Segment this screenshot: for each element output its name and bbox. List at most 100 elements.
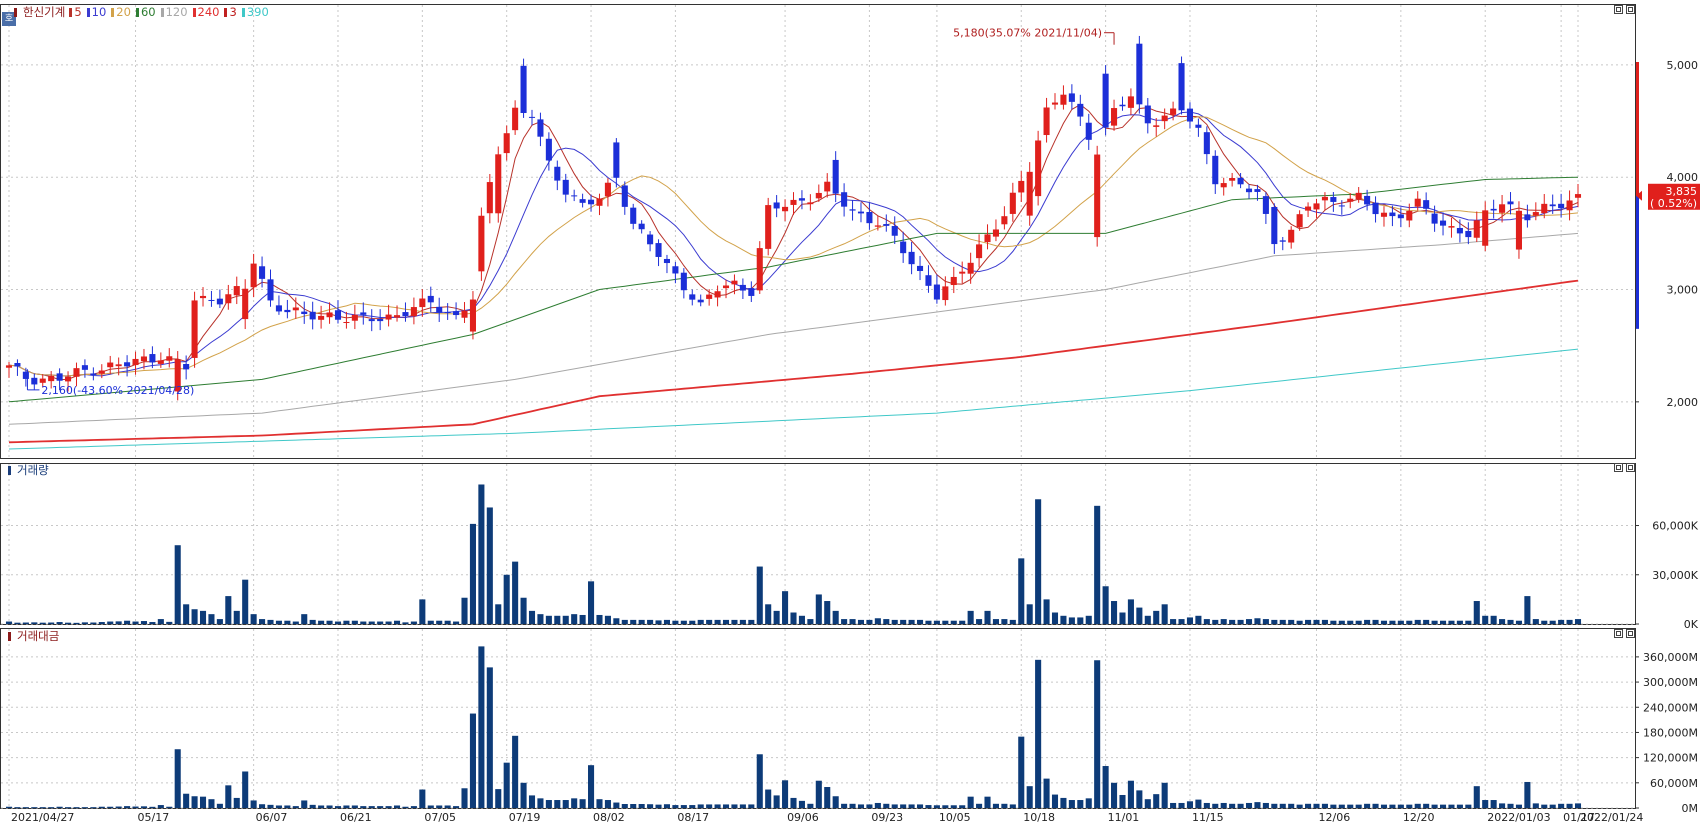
- volume-bar: [191, 609, 198, 624]
- amount-bar: [697, 804, 704, 808]
- x-tick-label: 12/20: [1403, 811, 1435, 824]
- ma-legend-label: 390: [246, 5, 269, 19]
- amount-bar: [1541, 804, 1548, 808]
- amount-bar: [528, 795, 536, 808]
- volume-bar: [933, 620, 940, 624]
- volume-panel-close-button[interactable]: [1626, 463, 1635, 472]
- amount-bar: [1515, 804, 1522, 808]
- amount-panel-maximize-button[interactable]: [1614, 629, 1623, 638]
- candle-body: [427, 295, 434, 303]
- candle-body: [1541, 203, 1548, 214]
- candle-body: [697, 299, 704, 303]
- candle-body: [579, 199, 586, 203]
- price-panel-close-button[interactable]: [1626, 5, 1635, 14]
- candle-body: [73, 368, 80, 377]
- candle-body: [1355, 192, 1362, 200]
- candle-body: [1448, 226, 1455, 228]
- candle-body: [588, 199, 595, 205]
- candle-body: [613, 142, 620, 178]
- amount-bar: [520, 782, 527, 808]
- ma-legend-item: 5: [69, 5, 82, 19]
- candle-body: [706, 294, 713, 299]
- candle-body: [334, 310, 342, 320]
- volume-bar: [469, 523, 476, 624]
- candle-body: [132, 358, 139, 366]
- price-panel-maximize-button[interactable]: [1614, 5, 1623, 14]
- amount-bar: [334, 806, 342, 808]
- volume-bar: [1245, 619, 1253, 624]
- candle-body: [140, 356, 148, 362]
- amount-bar: [647, 804, 654, 808]
- ma-legend-swatch: [135, 7, 139, 17]
- volume-bar: [1170, 619, 1177, 624]
- volume-y-tick-label: 0K: [1684, 618, 1699, 631]
- chart-mode-tag[interactable]: 호: [2, 12, 16, 26]
- candle-body: [410, 307, 417, 317]
- candle-body: [1431, 213, 1438, 224]
- amount-bar: [1524, 781, 1531, 808]
- candle-body: [1524, 214, 1531, 221]
- candle-body: [874, 225, 881, 227]
- candle-body: [39, 378, 46, 383]
- volume-bar: [343, 620, 350, 624]
- candle-body: [1271, 206, 1278, 245]
- amount-panel-close-button[interactable]: [1626, 629, 1635, 638]
- volume-bar: [739, 619, 746, 624]
- amount-bar: [512, 735, 519, 808]
- candle-body: [1499, 204, 1506, 213]
- amount-bar: [1549, 804, 1556, 808]
- x-tick-label: 10/05: [939, 811, 971, 824]
- volume-panel-maximize-button[interactable]: [1614, 463, 1623, 472]
- amount-bar: [1051, 794, 1059, 808]
- candle-body: [807, 202, 814, 205]
- amount-bar: [1026, 786, 1033, 808]
- amount-bar: [225, 785, 232, 808]
- amount-bar: [1094, 660, 1101, 808]
- candle-body: [672, 266, 679, 274]
- candle-body: [866, 211, 873, 224]
- volume-bar: [520, 597, 527, 624]
- current-price-label: 3,835: [1666, 185, 1698, 198]
- candle-body: [1389, 212, 1396, 217]
- candle-body: [157, 360, 164, 364]
- volume-bar: [318, 620, 325, 624]
- volume-bar: [115, 621, 122, 624]
- amount-bar: [1330, 804, 1337, 808]
- amount-bar: [1532, 803, 1539, 808]
- candle-body: [1574, 194, 1582, 198]
- amount-y-tick-label: 0M: [1682, 802, 1699, 815]
- candle-body: [1060, 94, 1067, 105]
- volume-bar: [326, 620, 333, 624]
- x-tick-label: 08/02: [593, 811, 625, 824]
- candle-body: [65, 376, 72, 382]
- volume-bar: [1212, 619, 1219, 624]
- volume-bar: [1229, 619, 1236, 624]
- amount-bar: [765, 789, 772, 808]
- candle-body: [512, 107, 519, 131]
- amount-bar: [1262, 802, 1269, 808]
- volume-bar: [680, 620, 687, 624]
- candle-body: [436, 306, 443, 313]
- volume-bar: [1423, 619, 1430, 624]
- volume-bar: [1051, 612, 1059, 624]
- amount-bar: [1499, 803, 1506, 808]
- amount-bar: [1389, 804, 1396, 808]
- amount-bar: [596, 799, 603, 808]
- candle-body: [199, 295, 207, 299]
- candle-body: [680, 272, 687, 291]
- candle-body: [916, 265, 924, 272]
- volume-bar: [90, 622, 97, 624]
- volume-bar: [663, 619, 671, 624]
- amount-bar: [1456, 804, 1463, 808]
- amount-bar: [1288, 803, 1295, 808]
- candle-body: [1558, 203, 1565, 209]
- candle-body: [1229, 178, 1236, 181]
- candle-body: [1305, 206, 1312, 211]
- ma-legend-label: 10: [91, 5, 107, 19]
- candle-body: [1549, 204, 1556, 207]
- candle-body: [419, 298, 426, 308]
- candle-body: [14, 363, 21, 367]
- volume-bar: [259, 619, 266, 624]
- amount-bar: [351, 805, 358, 808]
